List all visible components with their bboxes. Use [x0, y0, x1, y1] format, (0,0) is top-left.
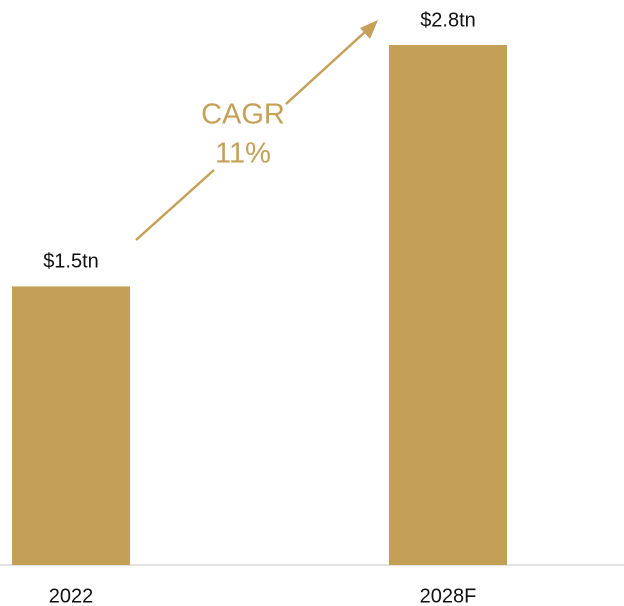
annotation: 11%	[215, 138, 271, 170]
annotation: CAGR	[201, 99, 285, 131]
arrow-shaft	[285, 30, 367, 105]
value-label: $2.8tn	[420, 9, 476, 31]
bar	[389, 45, 507, 565]
x-tick-label: 2022	[49, 585, 94, 606]
arrow-head	[360, 20, 378, 39]
x-tick-label: 2028F	[420, 585, 477, 606]
bar	[12, 286, 130, 565]
value-label: $1.5tn	[43, 251, 99, 273]
arrow-shaft	[135, 169, 215, 241]
